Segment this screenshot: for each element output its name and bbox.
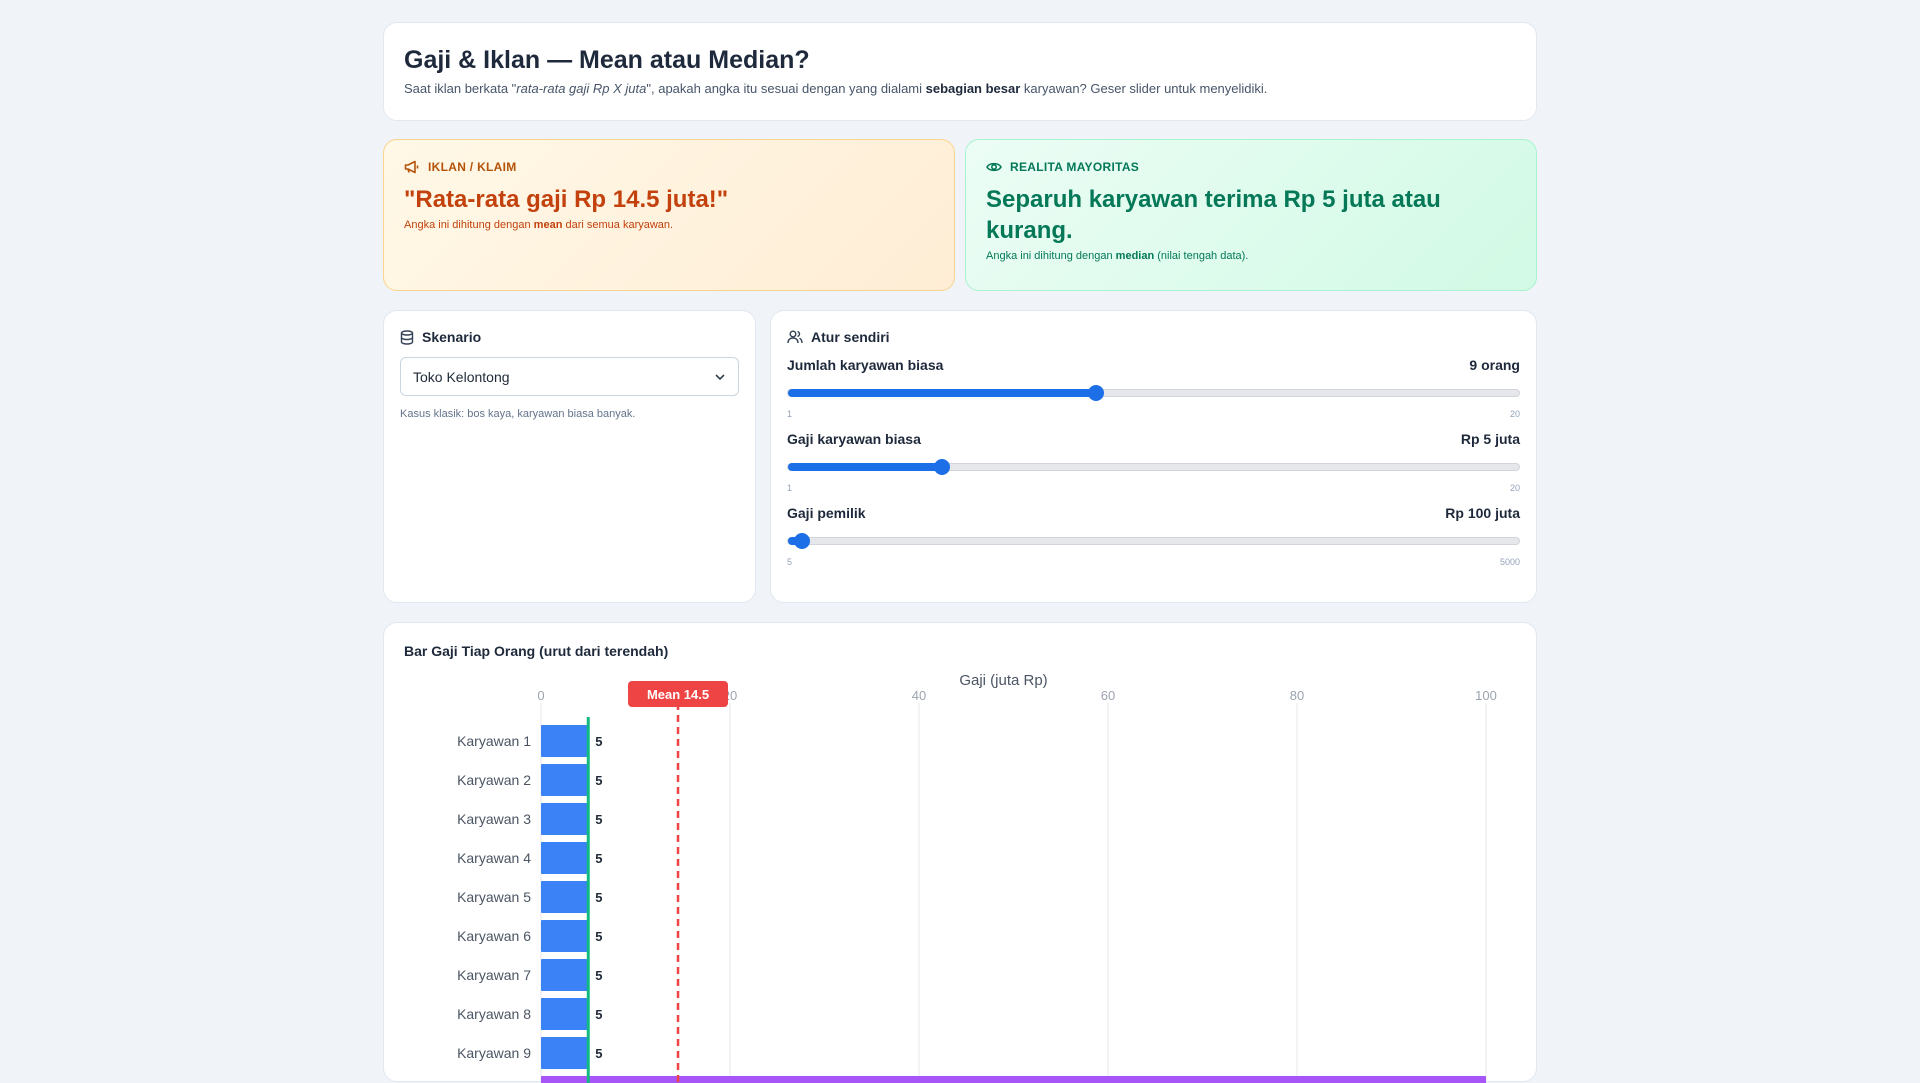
slider-max: 5000 xyxy=(1499,557,1520,567)
category-label: Karyawan 2 xyxy=(457,772,531,788)
owner-salary-slider-block: Gaji pemilik Rp 100 juta 5 5000 xyxy=(787,505,1520,567)
category-label: Karyawan 9 xyxy=(457,1045,531,1061)
employee-count-slider[interactable] xyxy=(787,385,1520,401)
category-label: Karyawan 3 xyxy=(457,811,531,827)
employee-salary-slider-block: Gaji karyawan biasa Rp 5 juta 1 20 xyxy=(787,431,1520,493)
scenario-card: Skenario Toko Kelontong Kasus klasik: bo… xyxy=(383,310,756,603)
slider-thumb[interactable] xyxy=(1087,385,1104,401)
bar-value-label: 5 xyxy=(595,773,602,788)
chart-card: Bar Gaji Tiap Orang (urut dari terendah)… xyxy=(383,622,1537,1083)
bar xyxy=(541,959,589,991)
ad-claim-note: Angka ini dihitung dengan mean dari semu… xyxy=(404,219,674,232)
reality-claim-card: REALITA MAYORITAS Separuh karyawan terim… xyxy=(965,139,1537,291)
employee-count-slider-block: Jumlah karyawan biasa 9 orang 1 20 xyxy=(787,357,1520,419)
chevron-down-icon xyxy=(715,373,725,380)
slider-label: Gaji pemilik xyxy=(787,505,866,521)
category-label: Karyawan 7 xyxy=(457,967,531,983)
ad-claim-tag: IKLAN / KLAIM xyxy=(428,160,517,174)
scenario-select[interactable]: Toko Kelontong xyxy=(400,357,739,396)
bar xyxy=(541,803,589,835)
slider-min: 5 xyxy=(787,557,793,567)
slider-max: 20 xyxy=(1509,409,1520,419)
bar-value-label: 5 xyxy=(595,1046,602,1061)
scenario-selected-value: Toko Kelontong xyxy=(413,368,510,385)
slider-fill xyxy=(788,463,942,471)
x-tick-label: 60 xyxy=(1101,688,1115,703)
bar xyxy=(541,842,589,874)
manual-card: Atur sendiri Jumlah karyawan biasa 9 ora… xyxy=(770,310,1537,603)
category-label: Karyawan 8 xyxy=(457,1006,531,1022)
bar-value-label: 5 xyxy=(595,812,602,827)
slider-thumb[interactable] xyxy=(793,533,810,549)
database-icon xyxy=(400,329,414,345)
slider-value: Rp 100 juta xyxy=(1445,505,1520,521)
scenario-hint: Kasus klasik: bos kaya, karyawan biasa b… xyxy=(400,408,636,420)
bar xyxy=(541,920,589,952)
x-tick-label: 100 xyxy=(1475,688,1497,703)
bar xyxy=(541,764,589,796)
category-label: Karyawan 4 xyxy=(457,850,531,866)
reality-claim-tag: REALITA MAYORITAS xyxy=(1010,160,1140,174)
slider-label: Gaji karyawan biasa xyxy=(787,431,921,447)
ad-claim-headline: "Rata-rata gaji Rp 14.5 juta!" xyxy=(404,186,729,213)
category-label: Karyawan 6 xyxy=(457,928,531,944)
employee-salary-slider[interactable] xyxy=(787,459,1520,475)
slider-min: 1 xyxy=(787,409,793,419)
category-label: Karyawan 1 xyxy=(457,733,531,749)
bar xyxy=(541,998,589,1030)
eye-icon xyxy=(986,162,1002,172)
page-container: Gaji & Iklan — Mean atau Median? Saat ik… xyxy=(383,22,1537,1083)
reality-claim-note: Angka ini dihitung dengan median (nilai … xyxy=(986,250,1249,263)
slider-min: 1 xyxy=(787,483,793,493)
bar-value-label: 5 xyxy=(595,851,602,866)
megaphone-icon xyxy=(404,160,419,174)
bar-value-label: 5 xyxy=(595,1007,602,1022)
mean-badge xyxy=(628,681,729,707)
category-label: Karyawan 5 xyxy=(457,889,531,905)
chart-title: Bar Gaji Tiap Orang (urut dari terendah) xyxy=(404,643,669,659)
slider-value: Rp 5 juta xyxy=(1460,431,1520,447)
bar-value-label: 5 xyxy=(595,929,602,944)
slider-thumb[interactable] xyxy=(933,459,950,475)
bar-value-label: 5 xyxy=(595,968,602,983)
owner-salary-slider[interactable] xyxy=(787,533,1520,549)
bar xyxy=(541,725,589,757)
users-icon xyxy=(787,330,803,344)
bar xyxy=(541,1037,589,1069)
scenario-title: Skenario xyxy=(422,329,482,345)
header-card: Gaji & Iklan — Mean atau Median? Saat ik… xyxy=(383,22,1537,121)
ad-claim-card: IKLAN / KLAIM "Rata-rata gaji Rp 14.5 ju… xyxy=(383,139,955,291)
slider-value: 9 orang xyxy=(1469,357,1520,373)
mean-label: Mean 14.5 xyxy=(647,687,709,702)
x-tick-label: 0 xyxy=(537,688,544,703)
bar-value-label: 5 xyxy=(595,890,602,905)
x-tick-label: 80 xyxy=(1290,688,1304,703)
manual-title: Atur sendiri xyxy=(811,329,890,345)
page-title: Gaji & Iklan — Mean atau Median? xyxy=(404,46,810,74)
page-subtitle: Saat iklan berkata "rata-rata gaji Rp X … xyxy=(404,81,1268,96)
slider-label: Jumlah karyawan biasa xyxy=(787,357,944,373)
slider-max: 20 xyxy=(1509,483,1520,493)
reality-claim-headline: Separuh karyawan terima Rp 5 juta atau k… xyxy=(986,186,1441,245)
x-tick-label: 40 xyxy=(912,688,926,703)
bar-value-label: 5 xyxy=(595,734,602,749)
controls-row: Skenario Toko Kelontong Kasus klasik: bo… xyxy=(383,310,1537,603)
bar xyxy=(541,881,589,913)
claims-row: IKLAN / KLAIM "Rata-rata gaji Rp 14.5 ju… xyxy=(383,139,1537,291)
x-axis-label: Gaji (juta Rp) xyxy=(959,673,1047,689)
slider-fill xyxy=(788,389,1096,397)
